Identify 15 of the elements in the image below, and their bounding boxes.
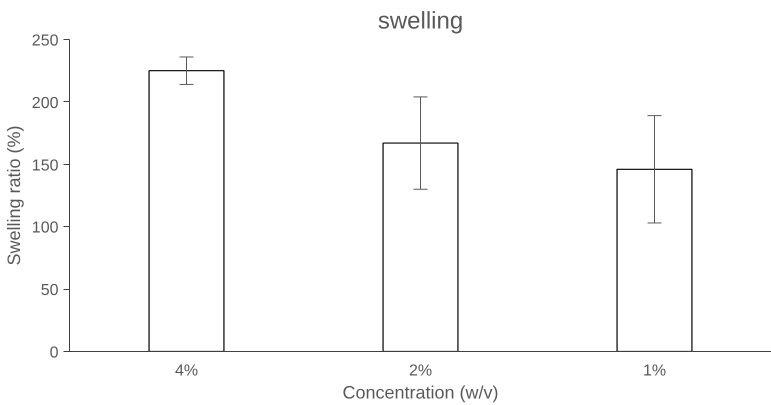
x-axis-title: Concentration (w/v) — [342, 382, 499, 402]
y-tick-label: 0 — [50, 344, 59, 362]
y-axis-title: Swelling ratio (%) — [4, 125, 24, 266]
y-tick-label: 200 — [32, 94, 59, 112]
y-tick-label: 150 — [32, 157, 59, 174]
bar — [148, 70, 225, 352]
y-tick-label: 50 — [40, 282, 59, 300]
y-tick-label: 250 — [32, 32, 59, 50]
bar — [382, 142, 459, 352]
bar — [616, 168, 693, 352]
x-tick-label: 2% — [408, 362, 432, 380]
y-tick-label: 100 — [32, 220, 59, 237]
chart-title: swelling — [378, 8, 464, 34]
x-tick-label: 1% — [642, 362, 666, 380]
x-tick-label: 4% — [174, 362, 198, 380]
